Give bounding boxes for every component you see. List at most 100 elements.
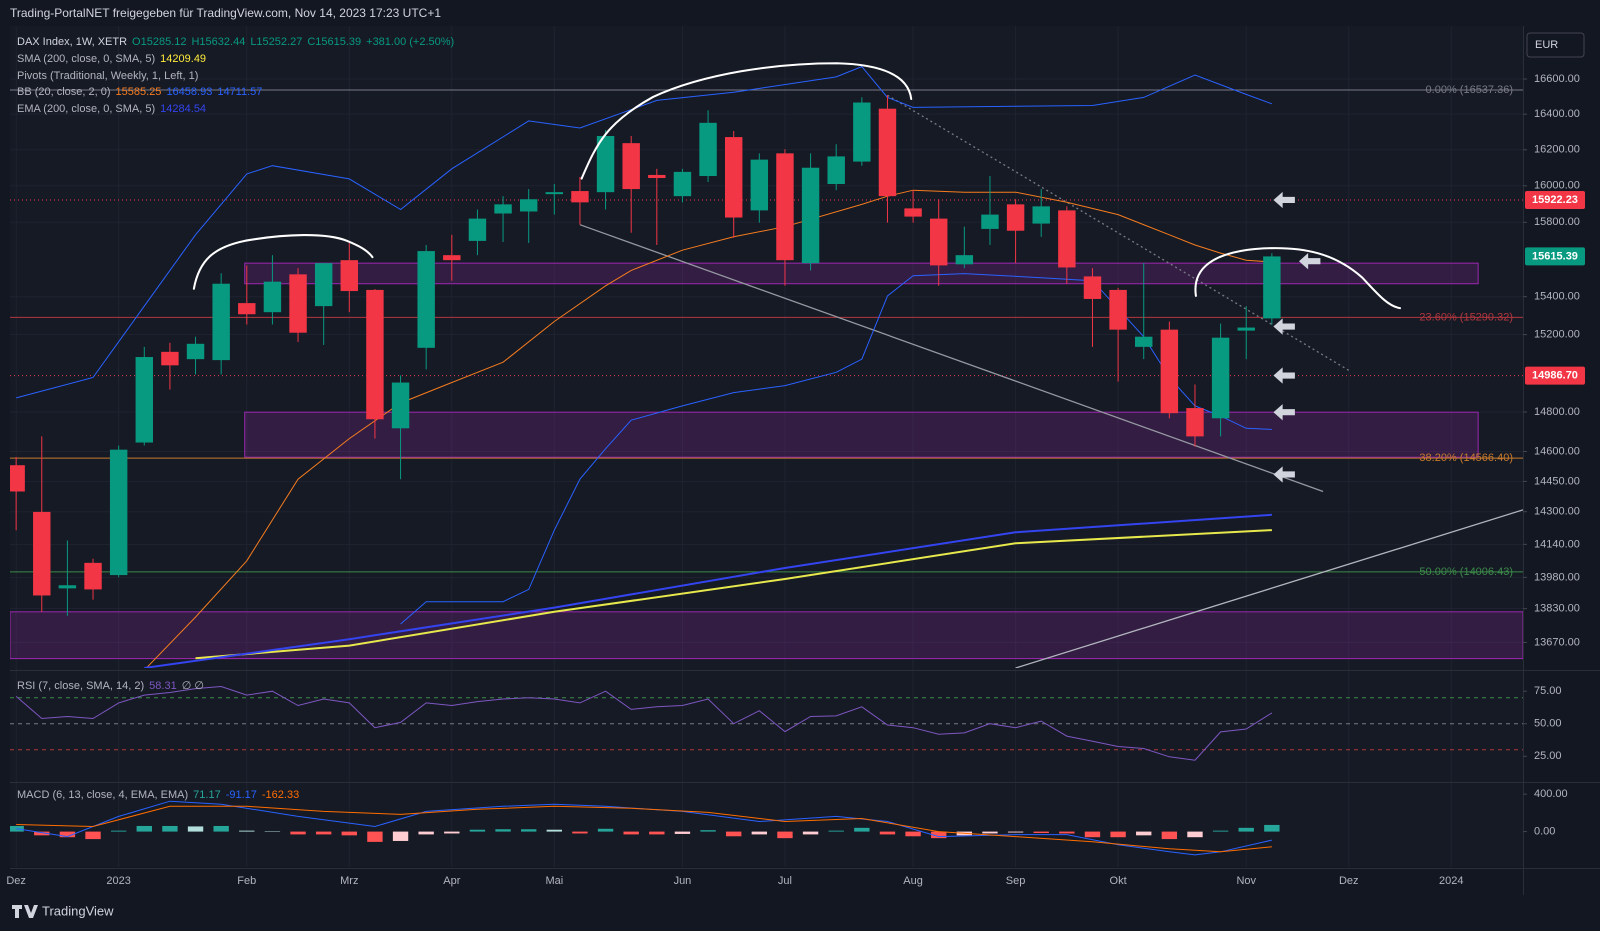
candle-body [1109,289,1127,330]
legend-sma-value: 14209.49 [160,53,206,65]
x-tick-label: Okt [1110,875,1127,887]
candle-body [417,251,435,348]
x-tick-label: Mai [545,875,563,887]
y-tick-label: 14450.00 [1534,475,1580,487]
y-tick-label: 16200.00 [1534,144,1580,156]
macd-histogram-bar [572,831,588,834]
y-tick-label: 15200.00 [1534,329,1580,341]
y-tick-label: 400.00 [1534,788,1568,800]
legend-macd-value: -91.17 [226,789,257,801]
legend-sma: SMA (200, close, 0, SMA, 5) [17,53,155,65]
candle-body [1237,327,1255,331]
macd-histogram-bar [879,831,896,835]
macd-histogram-bar [623,831,639,835]
macd-histogram-bar [1238,827,1254,832]
y-tick-label: 0.00 [1534,825,1555,837]
macd-histogram-bar [418,831,434,835]
macd-histogram-bar [802,831,819,835]
rsi-line [15,685,1273,761]
candle-body [750,159,769,211]
macd-histogram-bar [315,831,332,835]
price-tag [1525,190,1585,209]
candle-body [929,218,948,266]
candle-body [648,174,666,179]
macd-histogram-bar [828,830,844,832]
macd-histogram-bar [751,831,768,835]
legend-ema-value: 14284.54 [160,103,206,115]
x-tick-label: Dez [1339,875,1359,887]
x-tick-label: Apr [443,875,460,887]
currency-label[interactable]: EUR [1535,39,1558,51]
axes: Dez 2023 Feb Mrz Apr Mai Jun Jul Aug Sep Okt Nov Dez… [6,73,1585,887]
legend-rsi: RSI (7, close, SMA, 14, 2) [17,680,144,692]
arrow [1298,253,1321,270]
legend-symbol: DAX Index, 1W, XETR [17,36,127,48]
candle-body [1006,204,1025,231]
candle-body [519,199,538,212]
macd-histogram-bar [59,831,76,838]
candle-body [263,281,282,313]
y-tick-label: 13830.00 [1534,603,1580,615]
legend-ohlc: H15632.44 [191,36,245,48]
candle-body [1211,337,1230,419]
y-tick-label: 16600.00 [1534,73,1580,85]
fib-label: 0.00% (16537.36) [1426,84,1513,96]
candle-body [314,263,333,307]
candle-body [776,153,794,261]
candle-body [1263,256,1281,319]
macd-histogram-bar [674,831,691,834]
macd-histogram-bar [905,831,921,837]
candle-body [981,214,999,229]
candle-body [1186,408,1204,437]
macd-histogram-bar [85,831,101,840]
trendline [1015,509,1523,668]
legend-change: +381.00 (+2.50%) [366,36,454,48]
candle-body [699,122,717,177]
candle-body [186,343,205,360]
macd-histogram-bar [1212,830,1229,832]
y-tick-label: 15800.00 [1534,216,1580,228]
rsi-pane [10,685,1523,761]
legend-ohlc: O15285.12 [132,36,186,48]
macd-histogram-bar [1007,831,1024,833]
x-tick-label: Jul [778,875,792,887]
candle-body [622,143,640,190]
candle-body [58,585,77,589]
y-tick-label: 13670.00 [1534,636,1580,648]
legend-macd-hist: 71.17 [193,789,221,801]
legend: DAX Index, 1W, XETR O15285.12 H15632.44 L15… [17,36,454,801]
x-tick-label: Sep [1006,875,1026,887]
annotation-arc [1194,247,1402,310]
candle-body [955,255,974,265]
main-pane [10,66,1523,668]
annotation-arc [192,234,374,290]
currency-button[interactable] [1526,32,1585,58]
macd-histogram-bar [1059,831,1075,834]
candle-body [494,204,512,214]
candle-body [827,156,845,184]
candle-body [904,208,922,217]
y-tick-label: 25.00 [1534,750,1562,762]
macd-histogram-bar [1110,831,1126,838]
macd-histogram-bar [1187,831,1203,838]
candle-body [801,167,820,264]
zone [244,262,1479,285]
footer-brand: TradingView [42,903,114,918]
arrow [1273,404,1295,421]
x-tick-label: Dez [6,875,26,887]
y-tick-label: 16000.00 [1534,180,1580,192]
price-tag [1525,366,1585,385]
candle-body [289,274,307,333]
macd-histogram-bar [10,825,24,832]
y-tick-label: 14800.00 [1534,406,1580,418]
legend-ohlc: C15615.39 [307,36,361,48]
macd-histogram-bar [469,829,486,832]
ema-line [144,513,1272,668]
macd-histogram-bar [162,825,178,832]
legend-bb-lower: 14711.57 [217,86,262,98]
trendline [579,224,1324,493]
candle-body [109,449,128,576]
macd-histogram-bar [495,829,511,832]
zone [244,411,1479,458]
